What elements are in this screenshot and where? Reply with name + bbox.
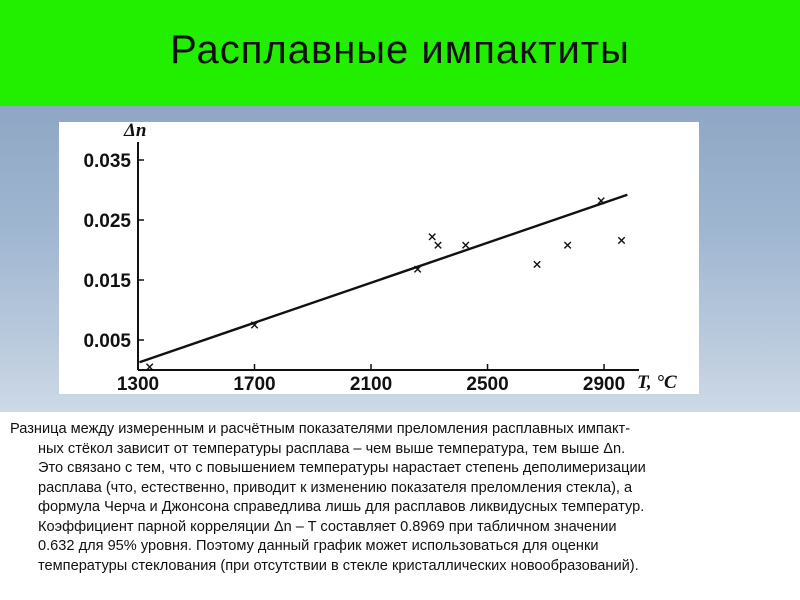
caption-line: Разница между измеренным и расчётным пок… bbox=[10, 421, 631, 437]
data-point-stroke bbox=[563, 241, 572, 249]
x-tick-label: 2900 bbox=[583, 374, 625, 394]
y-tick-label: 0.025 bbox=[83, 211, 131, 232]
data-point bbox=[533, 260, 541, 269]
caption-line: расплава (что, естественно, приводит к и… bbox=[38, 479, 633, 496]
caption-line: температуры стеклования (при отсутствии … bbox=[38, 557, 639, 574]
chart-points bbox=[145, 197, 626, 371]
data-point bbox=[250, 321, 259, 329]
chart-frame: 1300 1700 2100 2500 2900 0.005 0.015 0.025 0.035… bbox=[59, 122, 699, 394]
y-tick-label: 0.035 bbox=[83, 151, 131, 172]
caption-line: Коэффициент парной корреляции Δn – T сос… bbox=[38, 518, 617, 535]
data-point-stroke bbox=[617, 236, 626, 245]
data-point bbox=[461, 241, 470, 249]
caption-line: Это связано с тем, что с повышением темп… bbox=[38, 460, 646, 476]
chart-fit-line-group bbox=[139, 193, 628, 364]
data-point-stroke bbox=[533, 260, 541, 269]
x-tick-label: 2100 bbox=[350, 374, 392, 394]
data-point bbox=[434, 241, 442, 249]
data-point-stroke bbox=[250, 321, 259, 329]
x-axis-title: T, °C bbox=[637, 372, 677, 393]
title-bar: Расплавные импактиты bbox=[0, 0, 800, 106]
caption-line: ных стёкол зависит от температуры распла… bbox=[38, 440, 626, 457]
regression-line bbox=[139, 193, 628, 364]
chart-axes bbox=[137, 142, 639, 371]
x-tick-label: 2500 bbox=[466, 374, 508, 394]
x-tick-label: 1300 bbox=[117, 374, 159, 394]
data-point bbox=[563, 241, 572, 249]
slide-title: Расплавные импактиты bbox=[170, 27, 630, 72]
data-point bbox=[617, 236, 626, 245]
data-point bbox=[145, 363, 154, 371]
y-axis-title: Δn bbox=[123, 122, 146, 141]
data-point-stroke bbox=[145, 363, 154, 371]
chart-ticks: 1300 1700 2100 2500 2900 0.005 0.015 0.025 0.035 bbox=[83, 151, 625, 394]
data-point-stroke bbox=[428, 233, 436, 241]
y-tick-label: 0.015 bbox=[83, 271, 131, 292]
caption-line: формула Черча и Джонсона справедлива лиш… bbox=[38, 499, 645, 515]
caption-text: Разница между измеренным и расчётным пок… bbox=[10, 420, 792, 576]
data-point-stroke bbox=[434, 241, 442, 249]
data-point bbox=[428, 233, 436, 241]
data-point-stroke bbox=[597, 197, 605, 205]
y-tick-label: 0.005 bbox=[83, 331, 131, 352]
data-point bbox=[597, 197, 605, 205]
scatter-chart: 1300 1700 2100 2500 2900 0.005 0.015 0.025 0.035… bbox=[83, 122, 677, 394]
data-point-stroke bbox=[413, 265, 422, 273]
data-point bbox=[413, 265, 422, 273]
x-tick-label: 1700 bbox=[233, 374, 275, 394]
data-point-stroke bbox=[461, 241, 470, 249]
caption-line: 0.632 для 95% уровня. Поэтому данный гра… bbox=[38, 538, 599, 554]
